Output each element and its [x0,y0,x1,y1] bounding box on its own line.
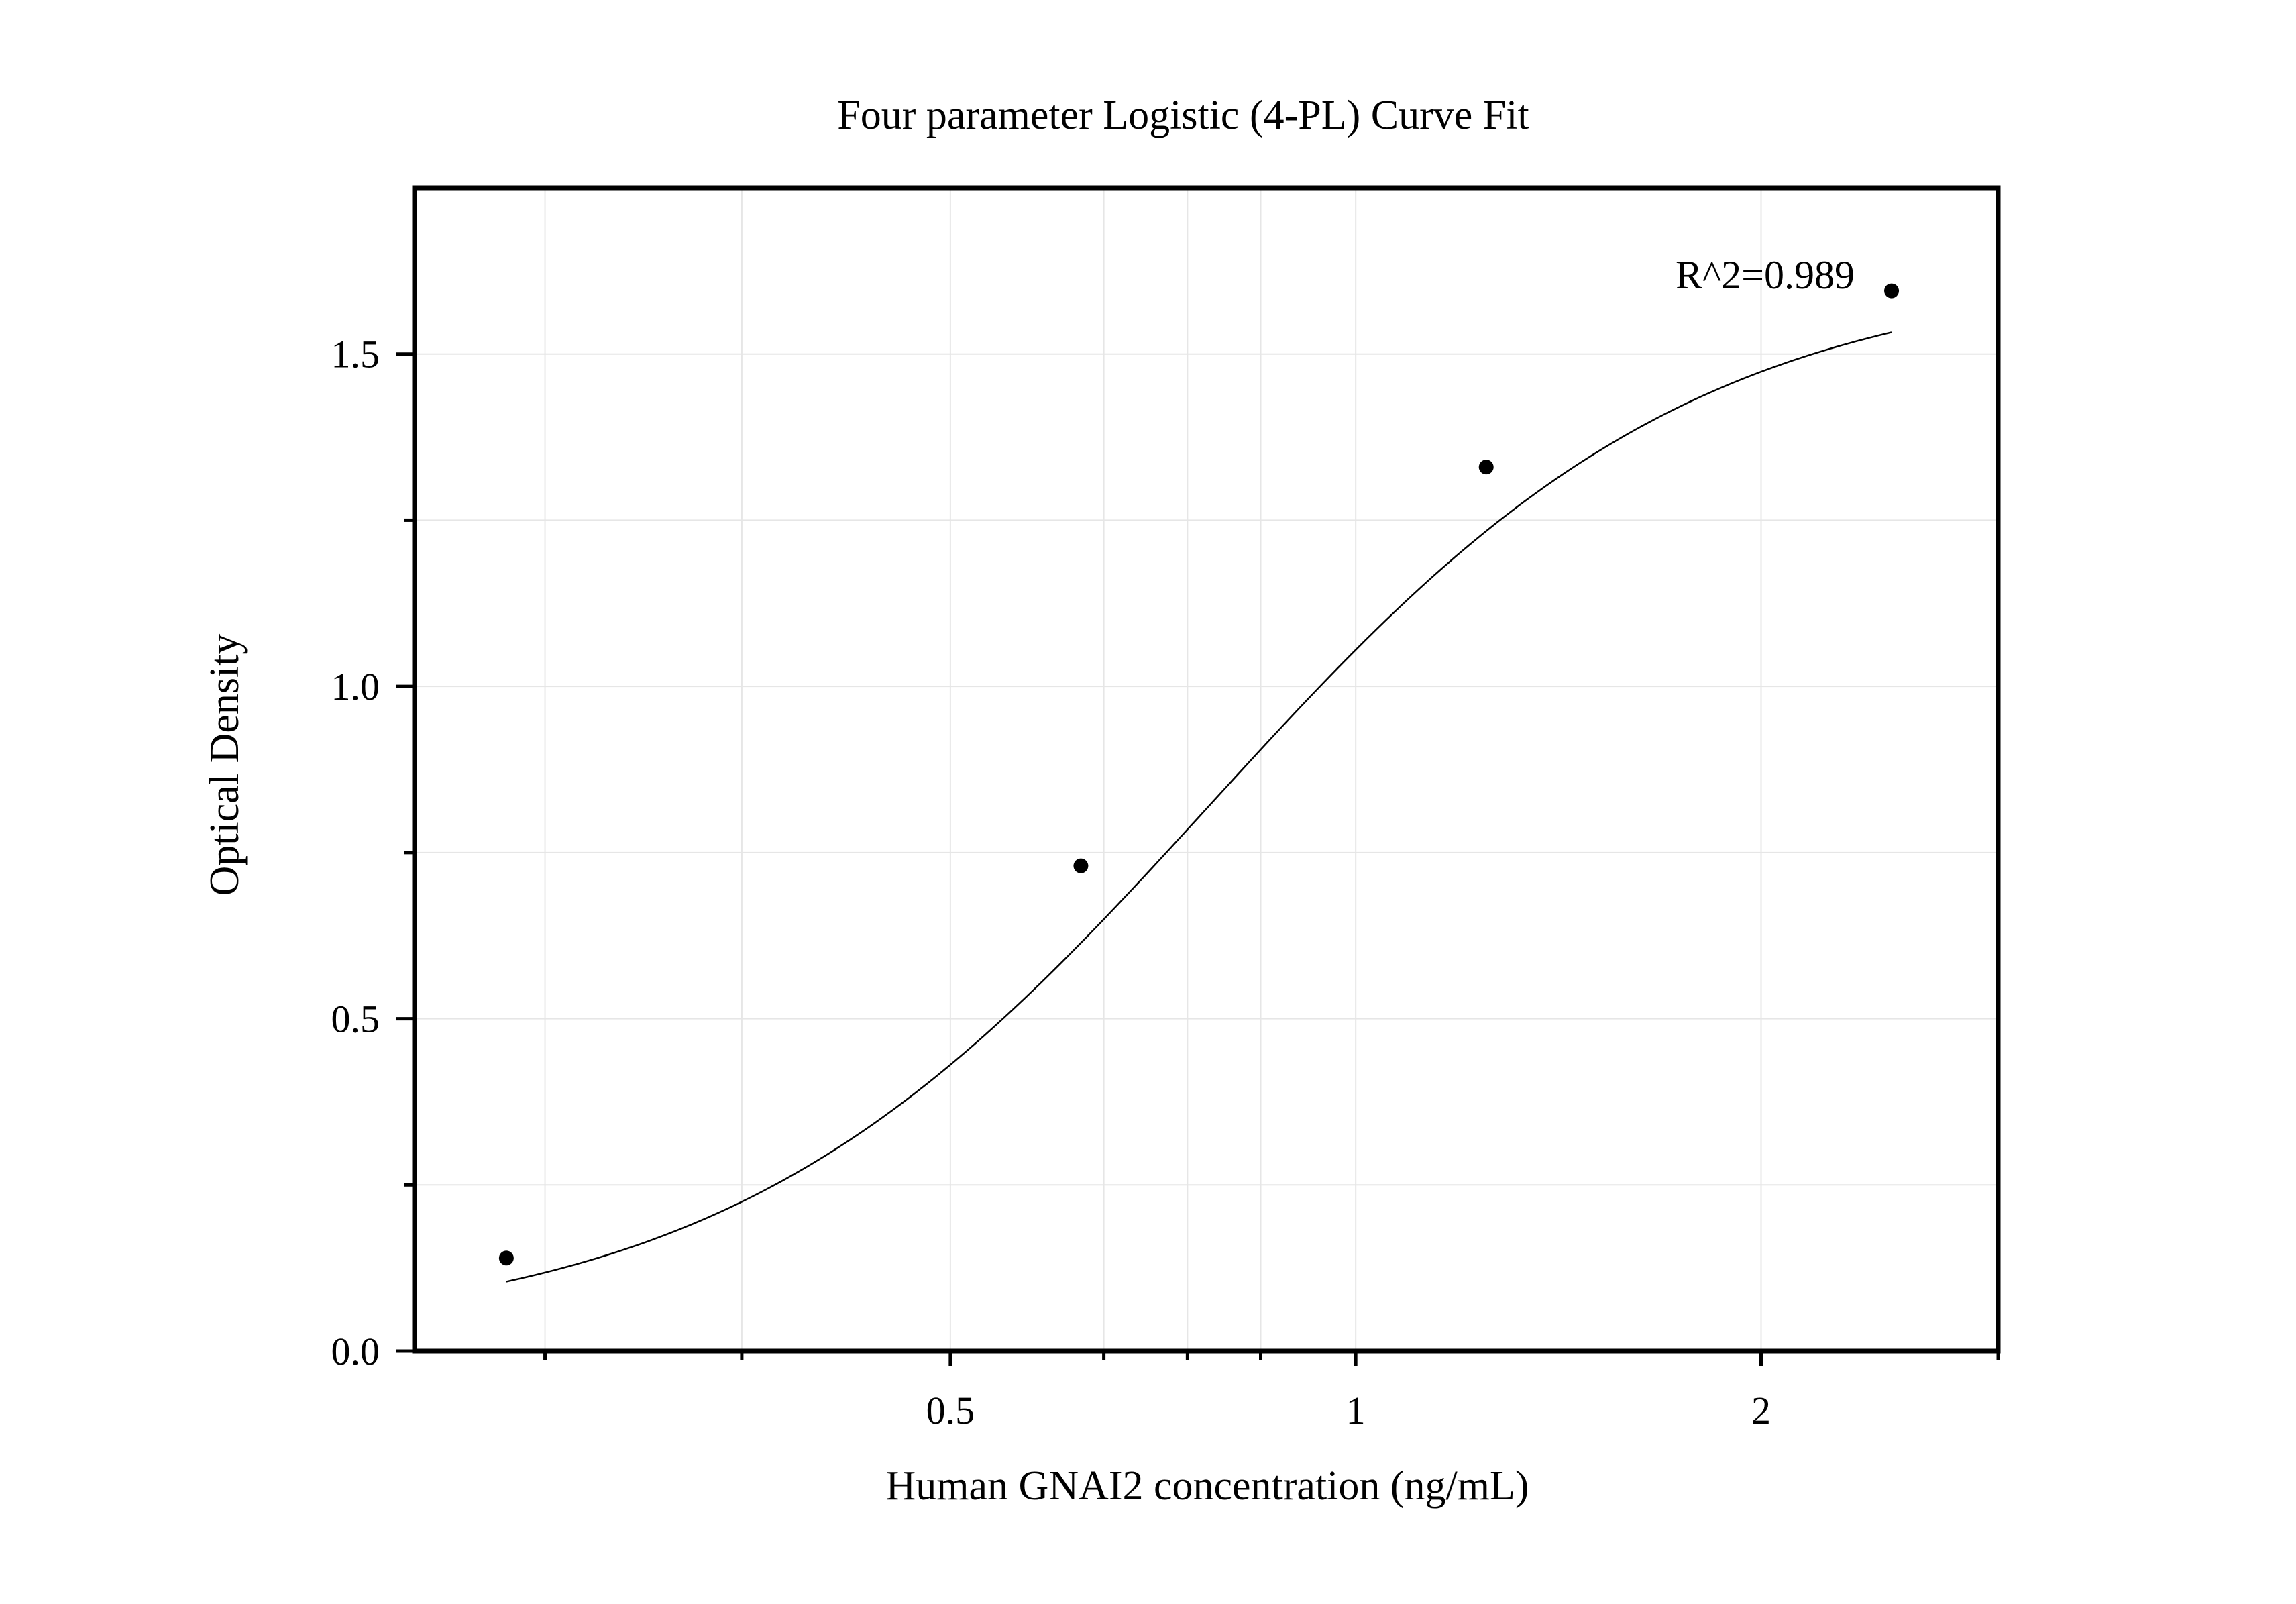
y-tick-label: 1.0 [331,665,380,708]
y-axis-label: Optical Density [202,634,248,896]
data-points-layer [498,283,1900,1266]
r-squared-annotation: R^2=0.989 [1676,253,1855,297]
data-point [1073,858,1089,873]
plot-frame [412,185,2001,1354]
fit-curve-layer [506,331,1892,1283]
y-tick-label: 0.5 [331,998,380,1041]
chart-title: Four parameter Logistic (4-PL) Curve Fit [837,93,1529,138]
x-tick-label: 1 [1346,1389,1366,1432]
x-axis-label: Human GNAI2 concentration (ng/mL) [885,1463,1529,1509]
y-tick-label: 1.5 [331,333,380,376]
x-tick-label: 0.5 [926,1389,975,1432]
axis-tick-labels: 0.5 1 2 0.0 0.5 1.0 1.5 [331,333,1771,1432]
data-point [1884,283,1900,299]
y-tick-label: 0.0 [331,1330,380,1373]
x-tick-label: 2 [1751,1389,1771,1432]
data-point [498,1250,514,1266]
fit-curve [506,331,1892,1283]
axis-ticks [396,352,2000,1366]
data-point [1478,460,1494,475]
grid-lines [415,188,1998,1351]
